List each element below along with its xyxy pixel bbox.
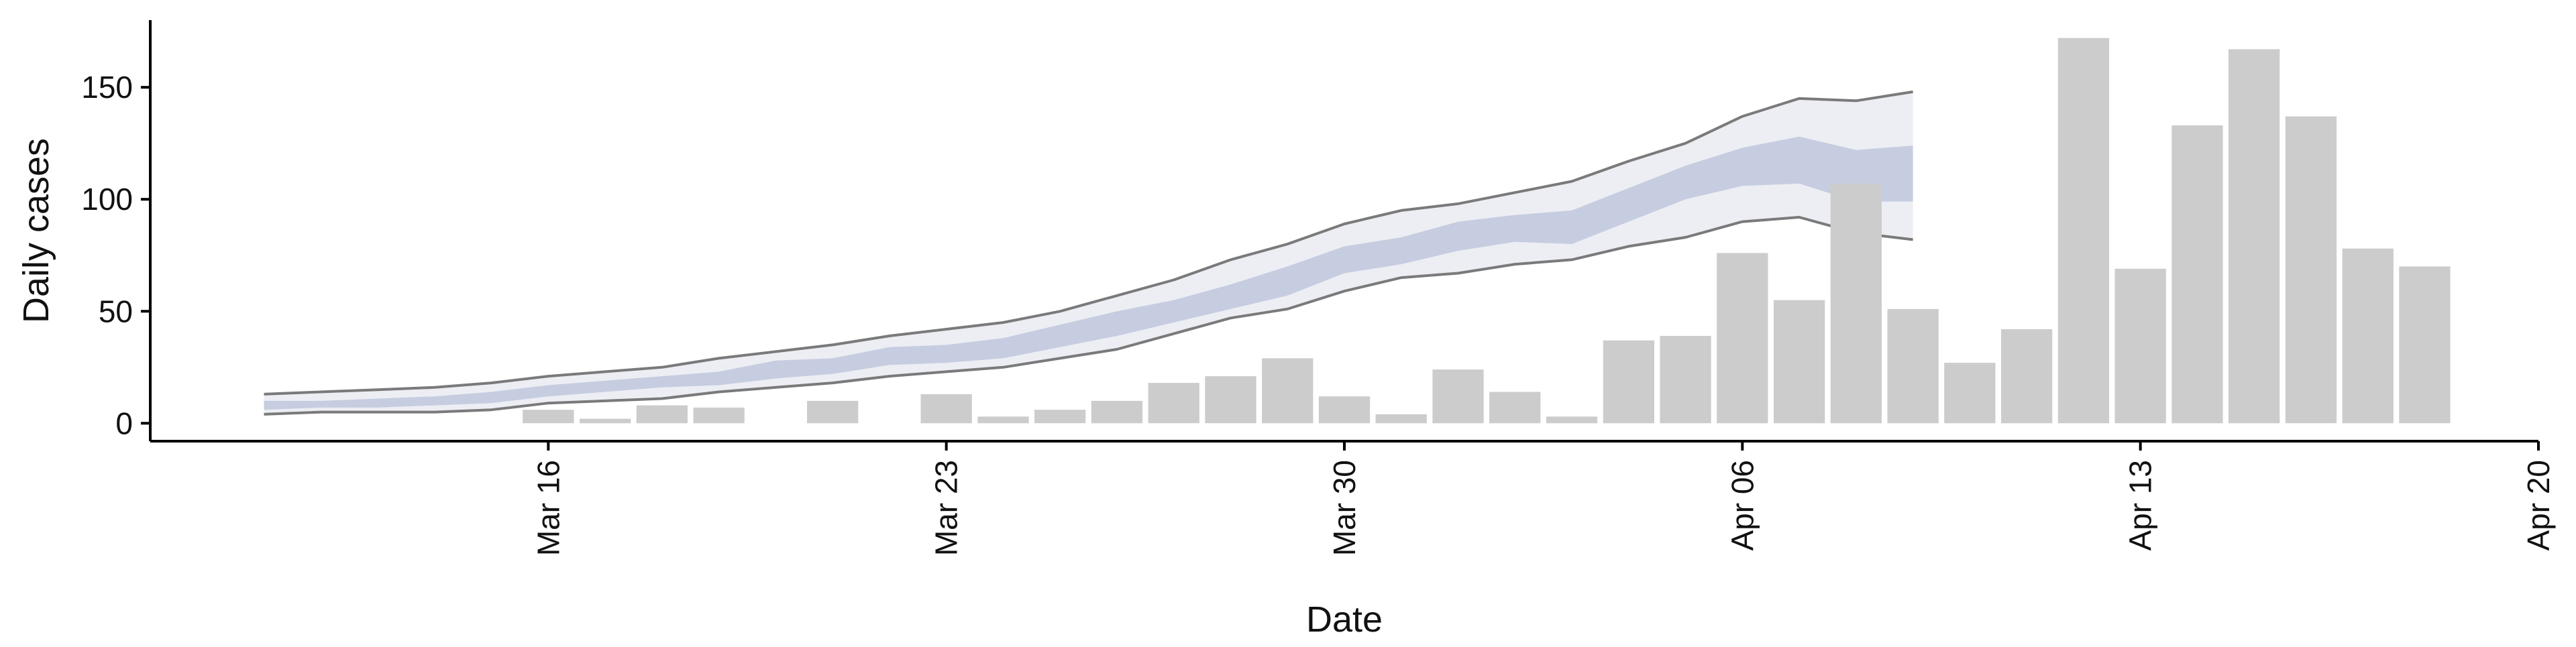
bars-layer — [523, 38, 2451, 424]
bar-2020-03-17 — [580, 418, 631, 424]
x-tick-label-2020-04-20: Apr 20 — [2521, 460, 2556, 551]
bar-2020-03-27 — [1148, 383, 1199, 424]
x-tick-label-2020-03-23: Mar 23 — [929, 460, 964, 556]
estimate-band-layer — [264, 90, 1913, 416]
y-tick-label-0: 0 — [115, 406, 133, 440]
bar-2020-04-01 — [1432, 369, 1484, 424]
x-tick-label-2020-04-06: Apr 06 — [1725, 460, 1760, 551]
x-tick-label-2020-04-13: Apr 13 — [2123, 460, 2158, 551]
bar-2020-04-13 — [2114, 268, 2166, 424]
bar-2020-03-16 — [523, 410, 574, 424]
bar-2020-04-07 — [1774, 300, 1825, 424]
bar-2020-04-08 — [1830, 183, 1882, 424]
bar-2020-04-11 — [2001, 329, 2053, 424]
bar-2020-03-28 — [1205, 376, 1256, 424]
x-tick-label-2020-03-16: Mar 16 — [531, 460, 566, 556]
bar-2020-04-18 — [2399, 266, 2451, 424]
estimate-band-50 — [264, 136, 1913, 410]
bar-2020-03-23 — [920, 394, 972, 424]
bar-2020-03-24 — [977, 416, 1029, 424]
y-tick-label-150: 150 — [81, 70, 133, 105]
x-ticks: Mar 16 Mar 23 Mar 30 Apr 06 Apr 13 Apr 20 — [531, 441, 2556, 556]
estimate-upper-line — [264, 90, 1913, 396]
bar-2020-04-04 — [1603, 340, 1654, 424]
bar-2020-04-17 — [2342, 248, 2394, 424]
bar-2020-03-25 — [1034, 410, 1086, 424]
bar-2020-04-02 — [1489, 392, 1541, 424]
bar-2020-03-18 — [636, 405, 688, 424]
y-tick-label-50: 50 — [99, 294, 133, 329]
x-axis-label: Date — [1306, 599, 1383, 640]
y-tick-label-100: 100 — [81, 182, 133, 217]
bar-2020-03-26 — [1091, 400, 1143, 424]
x-tick-label-2020-03-30: Mar 30 — [1327, 460, 1362, 556]
bar-2020-03-29 — [1262, 358, 1313, 424]
bar-2020-04-14 — [2171, 125, 2223, 424]
bar-2020-03-30 — [1318, 396, 1371, 424]
estimate-band-90 — [264, 91, 1913, 414]
bar-2020-03-31 — [1375, 414, 1427, 424]
bar-2020-04-16 — [2285, 116, 2337, 424]
bar-2020-04-03 — [1546, 416, 1598, 424]
bar-2020-04-06 — [1717, 253, 1768, 424]
bar-2020-04-09 — [1887, 308, 1939, 424]
bar-2020-04-10 — [1944, 363, 1996, 424]
y-axis-label: Daily cases — [16, 138, 56, 323]
bar-2020-04-12 — [2057, 38, 2110, 424]
y-ticks: 0 50 100 150 — [81, 70, 150, 440]
bar-2020-04-05 — [1660, 336, 1711, 424]
estimate-lower-line — [264, 216, 1913, 416]
bar-2020-03-21 — [807, 400, 859, 424]
bar-2020-04-15 — [2229, 49, 2280, 424]
bar-2020-03-19 — [693, 407, 745, 424]
